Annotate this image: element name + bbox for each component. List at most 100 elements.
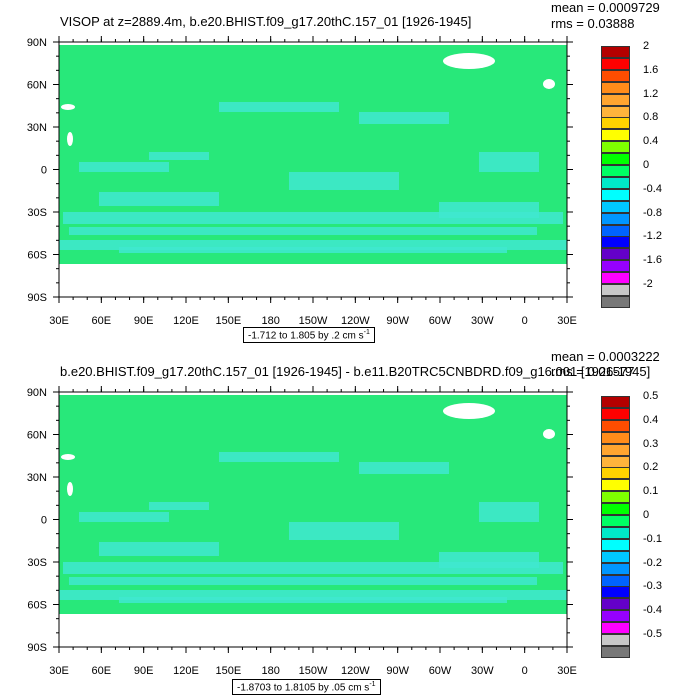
legend-swatch	[601, 503, 630, 516]
legend-label: 0.2	[643, 461, 659, 474]
legend-swatch	[601, 295, 630, 308]
cyan-patch	[289, 522, 399, 540]
legend-label: 0.8	[643, 111, 659, 124]
legend-label: 0.4	[643, 135, 659, 148]
top-band	[59, 42, 567, 45]
legend-swatch	[601, 117, 630, 130]
legend-label: -0.2	[643, 556, 662, 569]
greenland-blank	[443, 403, 495, 419]
legend-swatch	[601, 236, 630, 249]
legend-swatch	[601, 550, 630, 563]
legend-swatch	[601, 396, 630, 408]
lon-label: 60W	[429, 315, 452, 327]
lat-label: 90S	[27, 292, 47, 304]
antarctic-blank	[59, 614, 567, 647]
greenland-blank	[443, 53, 495, 69]
island-blank	[67, 482, 73, 496]
legend-label: 0.1	[643, 485, 659, 498]
legend-label: 0	[643, 159, 650, 171]
lon-label: 0	[522, 665, 528, 677]
cyan-patch	[59, 590, 567, 600]
legend-label: 0	[643, 509, 650, 521]
legend-swatch	[601, 57, 630, 70]
lon-label: 30E	[49, 315, 69, 327]
antarctic-blank	[59, 264, 567, 297]
top-band	[59, 392, 567, 395]
legend-swatch	[601, 467, 630, 480]
island-blank	[543, 79, 555, 89]
legend-label: -0.3	[643, 580, 662, 593]
cyan-patch	[79, 512, 169, 522]
lon-label: 30E	[49, 665, 69, 677]
legend-swatch	[601, 176, 630, 189]
panel-2-range-text: -1.8703 to 1.8105 by .05 cm s	[237, 682, 370, 694]
lat-label: 30N	[27, 472, 47, 484]
lat-label: 30N	[27, 122, 47, 134]
legend-swatch	[601, 491, 630, 504]
panel-2-title: b.e20.BHIST.f09_g17.20thC.157_01 [1926-1…	[60, 364, 651, 379]
lon-label: 30W	[471, 665, 494, 677]
panel-1-range-sup: -1	[363, 329, 370, 336]
legend-swatch	[601, 515, 630, 527]
legend-swatch	[601, 81, 630, 94]
panel-2-mean: mean = 0.0003222	[551, 349, 660, 364]
lon-label: 90W	[386, 315, 409, 327]
lon-label: 150E	[215, 665, 241, 677]
island-blank	[543, 429, 555, 439]
cyan-patch	[439, 202, 539, 218]
lat-label: 90S	[27, 642, 47, 654]
panel-1-range-box: -1.712 to 1.805 by .2 cm s-1	[243, 327, 375, 344]
legend-swatch	[601, 610, 630, 623]
lon-label: 150W	[299, 315, 328, 327]
legend-swatch	[601, 200, 630, 213]
legend-label: -0.8	[643, 206, 662, 219]
lat-label: 90N	[27, 37, 47, 49]
cyan-patch	[63, 562, 563, 574]
lon-label: 60W	[429, 665, 452, 677]
legend-swatch	[601, 562, 630, 575]
legend-label: 2	[643, 40, 650, 52]
cyan-patch	[149, 152, 209, 160]
legend-swatch	[601, 105, 630, 118]
cyan-patch	[59, 240, 567, 250]
panel-2-rms: rms = 0.01577	[551, 364, 635, 379]
panel-1-mean: mean = 0.0009729	[551, 0, 660, 15]
cyan-patch	[63, 212, 563, 224]
legend-swatch	[601, 634, 630, 646]
legend-swatch	[601, 284, 630, 296]
lat-label: 60N	[27, 430, 47, 442]
legend-swatch	[601, 93, 630, 106]
cyan-patch	[289, 172, 399, 190]
island-blank	[61, 104, 75, 110]
legend-label: 1.2	[643, 87, 659, 100]
lon-label: 30E	[557, 665, 577, 677]
lat-label: 60N	[27, 80, 47, 92]
lat-label: 60S	[27, 600, 47, 612]
legend-swatch	[601, 165, 630, 177]
legend-swatch	[601, 574, 630, 587]
panel-1-range-text: -1.712 to 1.805 by .2 cm s	[248, 330, 364, 342]
legend-swatch	[601, 141, 630, 154]
legend-swatch	[601, 260, 630, 273]
legend-swatch	[601, 407, 630, 420]
legend-label: 0.3	[643, 437, 659, 450]
lon-label: 150W	[299, 665, 328, 677]
cyan-patch	[359, 112, 449, 124]
lon-label: 120E	[173, 665, 199, 677]
legend-swatch	[601, 46, 630, 58]
lon-label: 120W	[341, 315, 370, 327]
lon-label: 90E	[134, 315, 154, 327]
cyan-patch	[439, 552, 539, 568]
legend-swatch	[601, 598, 630, 611]
cyan-patch	[69, 227, 537, 235]
lon-label: 30W	[471, 315, 494, 327]
lat-label: 0	[41, 515, 47, 527]
legend-swatch	[601, 479, 630, 492]
legend-swatch	[601, 224, 630, 237]
legend-swatch	[601, 188, 630, 201]
island-blank	[67, 132, 73, 146]
legend-swatch	[601, 69, 630, 82]
legend-swatch	[601, 645, 630, 658]
legend-label: 0.5	[643, 390, 659, 402]
lon-label: 150E	[215, 315, 241, 327]
